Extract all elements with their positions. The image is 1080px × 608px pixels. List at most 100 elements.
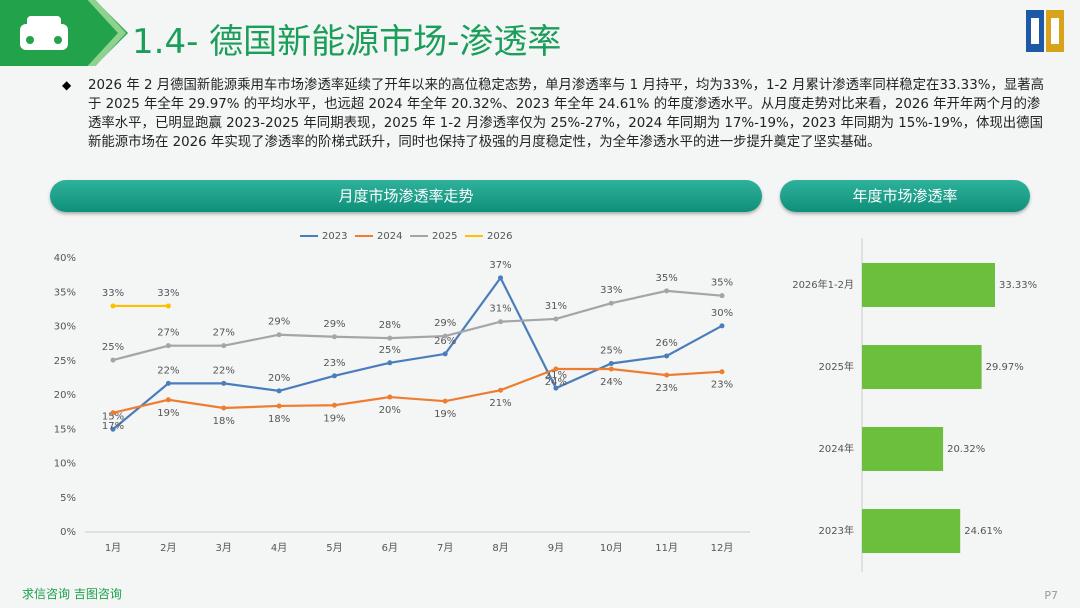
title: 1.4- 德国新能源市场-渗透率 [132, 22, 562, 62]
data-label: 30% [711, 308, 733, 319]
logo [1026, 10, 1064, 52]
y-tick-label: 2024年 [819, 442, 854, 455]
point [331, 373, 337, 379]
legend-label: 2023 [322, 231, 347, 242]
x-tick-label: 10月 [600, 542, 623, 554]
x-tick-label: 8月 [492, 542, 508, 554]
point [221, 380, 227, 386]
data-label: 25% [102, 342, 124, 353]
data-label: 26% [656, 338, 678, 349]
data-label: 33.33% [999, 280, 1037, 291]
header-tab [0, 0, 128, 66]
x-tick-label: 6月 [382, 542, 398, 554]
point [276, 403, 282, 409]
footer-brand: 求信咨询 吉图咨询 [22, 587, 122, 601]
point [165, 343, 171, 349]
bar [862, 427, 944, 471]
point [110, 303, 116, 309]
data-label: 27% [157, 328, 179, 339]
point [276, 388, 282, 394]
data-label: 33% [600, 285, 622, 296]
point [664, 372, 670, 378]
point [387, 360, 393, 366]
point [719, 323, 725, 329]
panel-title: 年度市场渗透率 [780, 180, 1030, 212]
data-label: 20.32% [947, 444, 985, 455]
data-label: 19% [323, 413, 345, 424]
data-label: 29% [323, 319, 345, 330]
y-tick-label: 40% [54, 253, 76, 264]
point [331, 334, 337, 340]
y-tick-label: 20% [54, 390, 76, 401]
bar [862, 263, 995, 307]
data-label: 29% [434, 318, 456, 329]
data-label: 35% [711, 278, 733, 289]
data-label: 22% [213, 365, 235, 376]
y-tick-label: 30% [54, 322, 76, 333]
data-label: 29% [268, 317, 290, 328]
bullet: ◆ [62, 78, 72, 92]
data-label: 27% [213, 328, 235, 339]
y-tick-label: 5% [60, 493, 76, 504]
point [221, 405, 227, 411]
data-label: 17% [102, 421, 124, 432]
point [553, 316, 559, 322]
bar [862, 509, 961, 553]
y-tick-label: 2025年 [819, 360, 854, 373]
data-label: 29.97% [986, 362, 1024, 373]
x-tick-label: 2月 [160, 542, 176, 554]
series-line [112, 275, 723, 431]
legend-label: 2024 [377, 231, 402, 242]
data-label: 15% [102, 411, 124, 422]
point [165, 397, 171, 403]
point [498, 319, 504, 325]
point [719, 293, 725, 299]
x-tick-label: 1月 [105, 542, 121, 554]
data-label: 24.61% [964, 526, 1002, 537]
point [110, 426, 116, 432]
point [608, 360, 614, 366]
series-line [112, 367, 723, 414]
point [608, 300, 614, 306]
data-label: 33% [157, 288, 179, 299]
y-tick-label: 0% [60, 527, 76, 538]
legend-label: 2026 [487, 231, 512, 242]
point [331, 402, 337, 408]
data-label: 23% [323, 358, 345, 369]
body-text: 2026 年 2 月德国新能源乘用车市场渗透率延续了开年以来的高位稳定态势，单月… [88, 78, 1045, 150]
point [498, 275, 504, 281]
data-label: 25% [600, 345, 622, 356]
point [442, 351, 448, 357]
data-label: 19% [157, 408, 179, 419]
point [165, 303, 171, 309]
point [719, 369, 725, 375]
data-label: 24% [600, 377, 622, 388]
point [387, 335, 393, 341]
x-tick-label: 7月 [437, 542, 453, 554]
data-label: 31% [545, 301, 567, 312]
point [165, 380, 171, 386]
x-tick-label: 3月 [216, 542, 232, 554]
bar [862, 345, 982, 389]
point [442, 398, 448, 404]
data-label: 20% [379, 405, 401, 416]
data-label: 35% [656, 273, 678, 284]
data-label: 21% [545, 370, 567, 381]
page-number: P7 [1044, 589, 1058, 602]
y-tick-label: 35% [54, 287, 76, 298]
point [110, 357, 116, 363]
point [664, 288, 670, 294]
point [387, 394, 393, 400]
x-tick-label: 9月 [548, 542, 564, 554]
panel-title: 月度市场渗透率走势 [50, 180, 762, 212]
point [221, 343, 227, 349]
y-tick-label: 25% [54, 356, 76, 367]
point [664, 353, 670, 359]
y-tick-label: 2023年 [819, 524, 854, 537]
point [110, 410, 116, 416]
point [276, 332, 282, 338]
data-label: 23% [656, 383, 678, 394]
data-label: 22% [157, 365, 179, 376]
point [553, 385, 559, 391]
y-tick-label: 15% [54, 424, 76, 435]
